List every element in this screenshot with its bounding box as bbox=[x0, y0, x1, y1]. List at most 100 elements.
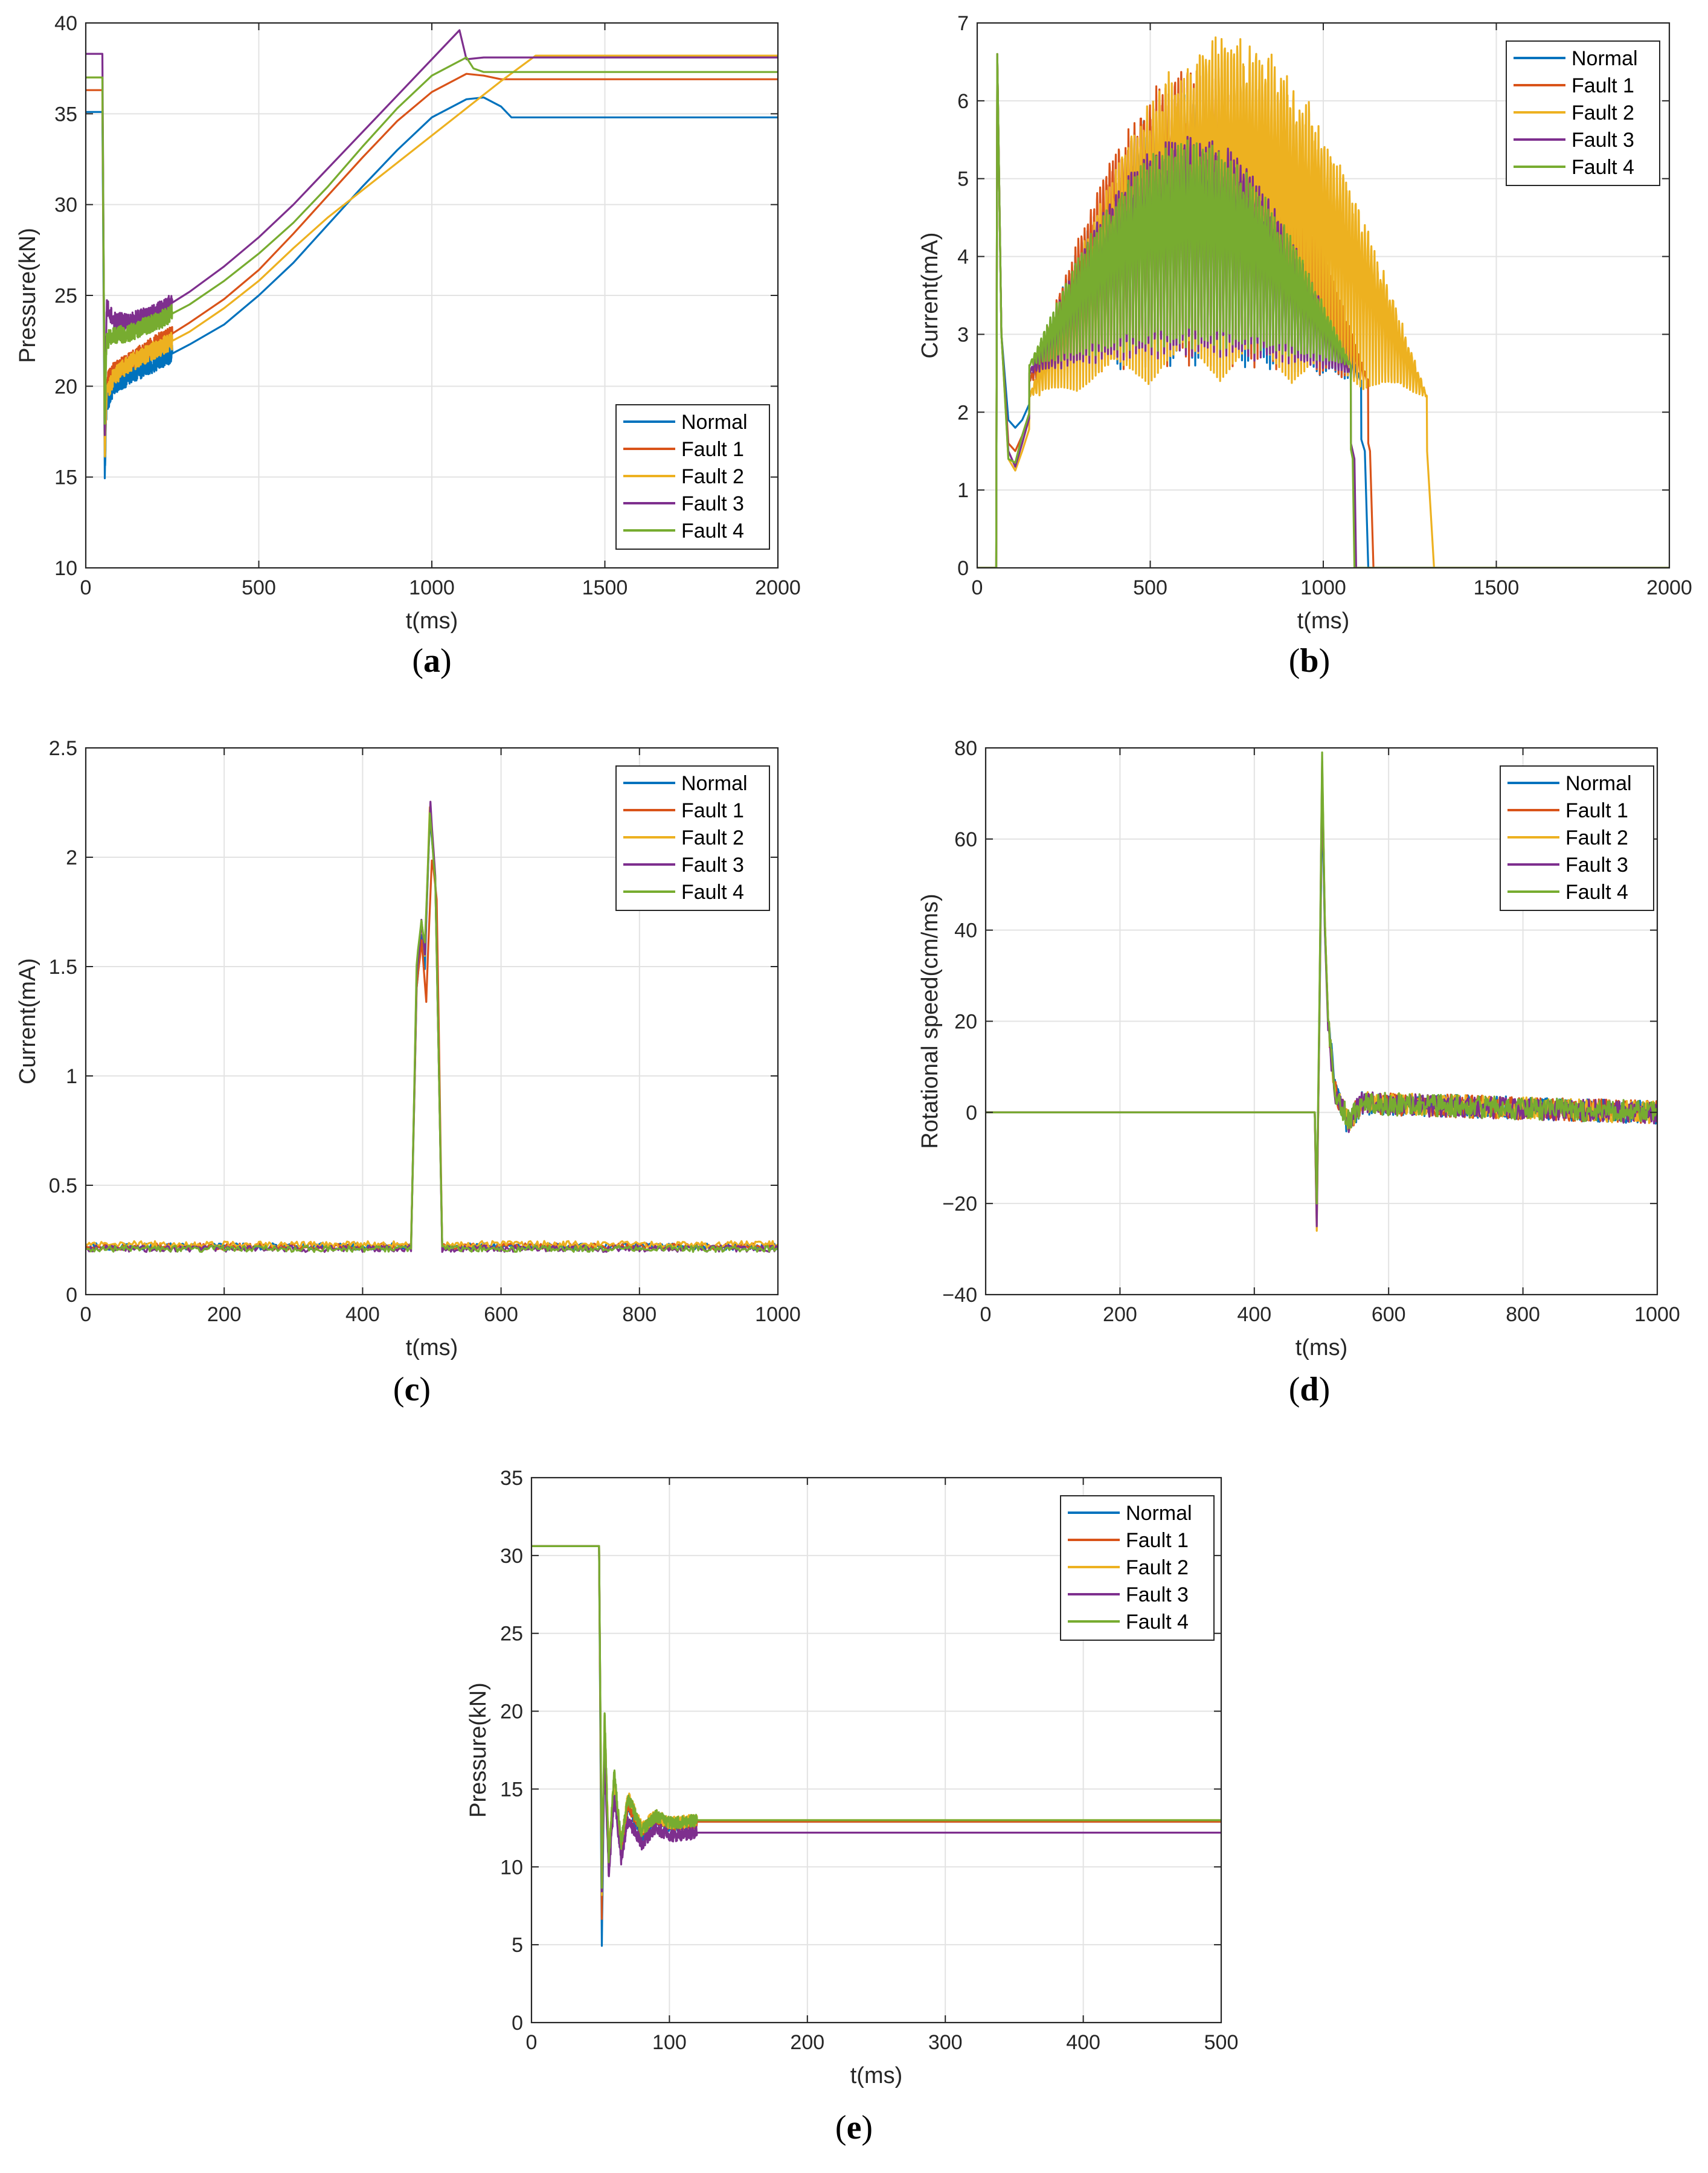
series-group bbox=[986, 751, 1657, 1232]
x-tick-label: 2000 bbox=[1646, 576, 1692, 599]
legend-entry: Fault 4 bbox=[681, 520, 744, 542]
legend-entry: Fault 2 bbox=[1572, 101, 1634, 124]
y-tick-label: −20 bbox=[942, 1193, 977, 1215]
legend: Normal Fault 1 Fault 2 Fault 3 Fault 4 bbox=[1506, 40, 1660, 186]
x-tick-label: 0 bbox=[980, 1303, 992, 1326]
legend: Normal Fault 1 Fault 2 Fault 3 Fault 4 bbox=[1060, 1495, 1215, 1641]
y-tick-label: 7 bbox=[957, 12, 969, 35]
x-tick-label: 500 bbox=[1133, 576, 1167, 599]
x-tick-label: 1000 bbox=[1300, 576, 1346, 599]
legend-entry: Fault 3 bbox=[1572, 129, 1634, 152]
x-tick-label: 0 bbox=[526, 2031, 538, 2054]
panel-caption: (b) bbox=[1289, 642, 1330, 680]
x-tick-label: 500 bbox=[242, 576, 276, 599]
y-axis-label: Current(mA) bbox=[917, 232, 943, 358]
x-tick-label: 0 bbox=[80, 576, 92, 599]
legend-entry: Normal bbox=[681, 411, 748, 434]
y-tick-label: 1 bbox=[66, 1065, 77, 1088]
chart-e: 0 100 200 300 400 500 0 5 10 15 20 25 30 35 t(ms) Press… bbox=[466, 1467, 1238, 2146]
series-line-fault-1 bbox=[86, 859, 778, 1251]
y-axis-label: Pressure(kN) bbox=[466, 1682, 491, 1818]
chart-c: 0 200 400 600 800 1000 0 0.5 1 1.5 2 2.5 t(ms) Curren… bbox=[15, 737, 801, 1408]
x-tick-label: 400 bbox=[1237, 1303, 1271, 1326]
legend-entry: Fault 4 bbox=[1565, 881, 1628, 904]
series-line-normal bbox=[86, 96, 778, 480]
legend-entry: Fault 2 bbox=[681, 465, 744, 488]
y-tick-label: 0.5 bbox=[49, 1174, 77, 1197]
chart-d: 0 200 400 600 800 1000 −40 −20 0 20 40 60 80 t(ms) Rot… bbox=[917, 737, 1680, 1408]
series-group bbox=[531, 1545, 1221, 1947]
y-tick-label: 0 bbox=[966, 1101, 977, 1124]
plot-area-c bbox=[85, 747, 779, 1296]
x-tick-label: 0 bbox=[972, 576, 983, 599]
y-tick-label: 2 bbox=[957, 401, 969, 424]
x-axis-label: t(ms) bbox=[1295, 1335, 1348, 1360]
y-tick-label: 40 bbox=[954, 919, 977, 942]
legend-entry: Fault 1 bbox=[681, 799, 744, 822]
y-tick-label: 15 bbox=[500, 1778, 523, 1801]
x-tick-label: 400 bbox=[345, 1303, 380, 1326]
x-axis-label: t(ms) bbox=[406, 1335, 458, 1360]
y-tick-label: 1.5 bbox=[49, 956, 77, 979]
legend-entry: Fault 1 bbox=[1126, 1529, 1189, 1552]
legend-entry: Fault 1 bbox=[681, 438, 744, 461]
x-tick-label: 200 bbox=[790, 2031, 824, 2054]
x-tick-label: 800 bbox=[622, 1303, 657, 1326]
panel-caption: (a) bbox=[412, 642, 451, 680]
legend-entry: Fault 3 bbox=[681, 854, 744, 877]
y-tick-label: 5 bbox=[512, 1934, 523, 1957]
y-tick-label: 30 bbox=[500, 1545, 523, 1568]
y-tick-label: 0 bbox=[66, 1284, 77, 1307]
panel-caption: (e) bbox=[835, 2109, 873, 2146]
x-axis-label: t(ms) bbox=[850, 2063, 903, 2088]
y-tick-label: 30 bbox=[54, 194, 77, 217]
legend-entry: Fault 1 bbox=[1565, 799, 1628, 822]
y-tick-label: 25 bbox=[500, 1623, 523, 1646]
y-tick-label: 35 bbox=[54, 103, 77, 126]
legend-entry: Fault 2 bbox=[1565, 826, 1628, 849]
legend-entry: Fault 1 bbox=[1572, 74, 1634, 97]
series-line-fault-4 bbox=[86, 812, 778, 1253]
x-tick-label: 500 bbox=[1204, 2031, 1239, 2054]
legend-entry: Normal bbox=[681, 772, 748, 795]
series-line-fault-4 bbox=[531, 1545, 1221, 1889]
legend-entry: Fault 2 bbox=[681, 826, 744, 849]
y-axis-label: Rotational speed(cm/ms) bbox=[917, 893, 943, 1148]
series-line-fault-2 bbox=[86, 54, 778, 458]
x-tick-label: 1000 bbox=[755, 1303, 801, 1326]
y-tick-label: 0 bbox=[957, 557, 969, 580]
y-tick-label: 15 bbox=[54, 466, 77, 489]
x-tick-label: 400 bbox=[1066, 2031, 1100, 2054]
x-tick-label: 0 bbox=[80, 1303, 92, 1326]
y-tick-label: 20 bbox=[954, 1011, 977, 1034]
chart-b: 0 500 1000 1500 2000 0 1 2 3 4 5 6 7 t(ms) Current(mA)… bbox=[917, 12, 1692, 680]
y-tick-label: 4 bbox=[957, 246, 969, 269]
y-tick-label: 40 bbox=[54, 12, 77, 35]
legend-entry: Fault 3 bbox=[1126, 1583, 1189, 1606]
x-tick-label: 300 bbox=[928, 2031, 963, 2054]
y-tick-label: 60 bbox=[954, 828, 977, 851]
y-tick-label: 0 bbox=[512, 2012, 523, 2035]
series-line-fault-4 bbox=[986, 751, 1657, 1205]
panel-caption: (c) bbox=[393, 1371, 431, 1408]
y-tick-label: 20 bbox=[500, 1701, 523, 1724]
x-tick-label: 1000 bbox=[1634, 1303, 1680, 1326]
x-tick-label: 600 bbox=[484, 1303, 518, 1326]
panel-caption: (d) bbox=[1289, 1371, 1330, 1408]
legend-entry: Fault 4 bbox=[681, 881, 744, 904]
plot-area-e bbox=[530, 1476, 1222, 2024]
chart-a: 0 500 1000 1500 2000 10 15 20 25 30 35 40 t(ms) Press… bbox=[15, 12, 801, 680]
y-tick-label: −40 bbox=[942, 1284, 977, 1307]
y-tick-label: 25 bbox=[54, 285, 77, 307]
legend-entry: Normal bbox=[1126, 1502, 1192, 1525]
y-tick-label: 80 bbox=[954, 737, 977, 760]
y-tick-label: 2 bbox=[66, 846, 77, 869]
legend-entry: Fault 4 bbox=[1126, 1611, 1189, 1634]
x-axis-label: t(ms) bbox=[1297, 608, 1350, 634]
x-tick-label: 600 bbox=[1372, 1303, 1406, 1326]
x-tick-label: 1500 bbox=[582, 576, 628, 599]
y-axis-label: Current(mA) bbox=[15, 958, 40, 1084]
series-line-fault-4 bbox=[977, 53, 1669, 568]
